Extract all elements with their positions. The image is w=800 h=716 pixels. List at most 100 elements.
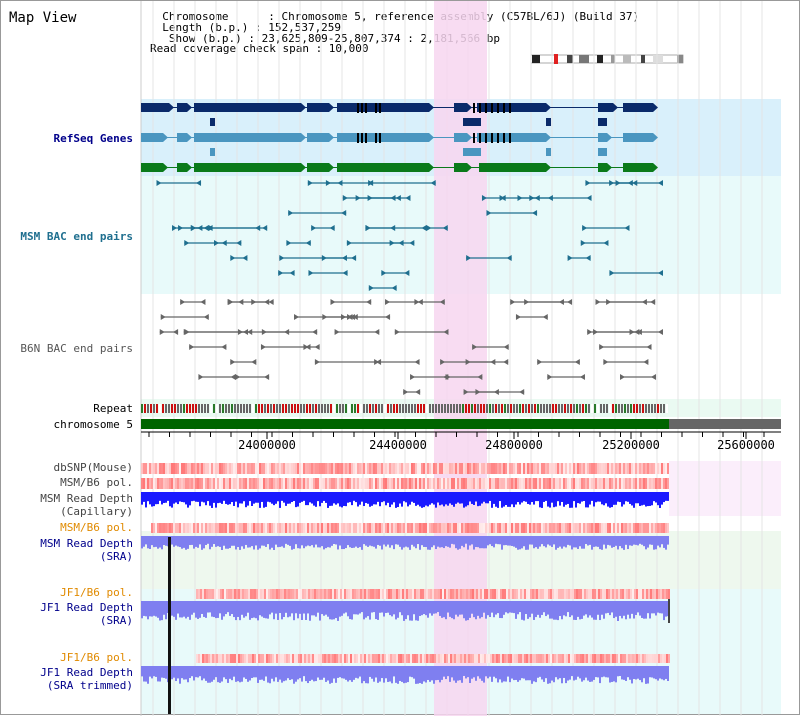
heat-cell [308, 654, 310, 663]
heat-cell [363, 523, 365, 533]
depth-bar [427, 492, 429, 507]
depth-bar [369, 536, 371, 546]
depth-bar [179, 601, 181, 618]
track-label[interactable]: RefSeq Genes [53, 132, 133, 145]
depth-bar [501, 536, 503, 550]
depth-bar [281, 536, 283, 547]
depth-bar [495, 666, 497, 679]
heat-cell [246, 654, 248, 663]
heat-cell [520, 654, 522, 663]
depth-bar [363, 492, 365, 507]
depth-bar [219, 536, 221, 547]
gene-strand-arrow [653, 103, 658, 112]
depth-bar [223, 601, 225, 617]
heat-cell [606, 589, 608, 599]
depth-bar [379, 601, 381, 613]
depth-bar [647, 666, 649, 684]
heat-cell [564, 589, 566, 599]
b6n-bac-pair-end [636, 329, 642, 335]
heat-cell [415, 523, 417, 533]
depth-bar [323, 536, 325, 550]
heat-cell [260, 589, 262, 599]
depth-bar [279, 536, 281, 547]
depth-bar [597, 536, 599, 547]
heat-cell [216, 589, 218, 599]
repeat-element [372, 404, 374, 413]
heat-cell [350, 589, 352, 599]
track-label[interactable]: Repeat [93, 402, 133, 415]
heat-cell [596, 654, 598, 663]
depth-bar [207, 492, 209, 502]
track-label[interactable]: JF1 Read Depth (SRA trimmed) [40, 666, 133, 692]
b6n-bac-pair-end [619, 374, 625, 380]
heat-cell [666, 654, 668, 663]
track-label[interactable]: JF1 Read Depth (SRA) [40, 601, 133, 627]
heat-cell [597, 523, 599, 533]
track-label[interactable]: JF1/B6 pol. [60, 651, 133, 664]
depth-bar [223, 666, 225, 678]
msm-bac-pair-end [609, 180, 615, 186]
depth-bar [153, 666, 155, 677]
heat-cell [395, 478, 397, 489]
repeat-element [360, 404, 362, 413]
depth-bar [627, 536, 629, 550]
track-label[interactable]: dbSNP(Mouse) [53, 461, 133, 474]
heat-cell [251, 463, 253, 474]
track-label[interactable]: JF1/B6 pol. [60, 586, 133, 599]
depth-bar [487, 601, 489, 616]
heat-cell [561, 478, 563, 489]
repeat-element [186, 404, 188, 413]
track-label[interactable]: MSM/B6 pol. [60, 521, 133, 534]
heat-cell [193, 478, 195, 489]
depth-bar [145, 666, 147, 682]
heat-cell [251, 478, 253, 489]
heat-cell [513, 463, 515, 474]
heat-cell [649, 523, 651, 533]
heat-cell [448, 589, 450, 599]
heat-cell [573, 523, 575, 533]
heat-cell [464, 654, 466, 663]
heat-cell [585, 523, 587, 533]
heat-cell [155, 523, 157, 533]
heat-cell [557, 523, 559, 533]
track-label[interactable]: MSM BAC end pairs [20, 230, 133, 243]
depth-bar [623, 536, 625, 550]
repeat-element [258, 404, 260, 413]
heat-cell [445, 463, 447, 474]
depth-bar [281, 601, 283, 620]
depth-bar [239, 601, 241, 621]
heat-cell [451, 523, 453, 533]
repeat-element [345, 404, 347, 413]
heat-cell [419, 463, 421, 474]
track-label[interactable]: MSM Read Depth (SRA) [40, 537, 133, 563]
depth-bar [367, 492, 369, 504]
heat-cell [645, 463, 647, 474]
heat-cell [646, 589, 648, 599]
depth-bar [179, 536, 181, 548]
track-label[interactable]: B6N BAC end pairs [20, 342, 133, 355]
heat-cell [591, 523, 593, 533]
depth-bar [539, 536, 541, 547]
depth-bar [267, 666, 269, 683]
heat-cell [484, 589, 486, 599]
heat-cell [567, 463, 569, 474]
depth-bar [147, 536, 149, 549]
heat-cell [333, 523, 335, 533]
depth-bar [373, 666, 375, 682]
heat-cell [634, 589, 636, 599]
heat-cell [566, 654, 568, 663]
chromosome-ideogram[interactable] [530, 54, 684, 64]
track-label[interactable]: MSM Read Depth (Capillary) [40, 492, 133, 518]
track-label[interactable]: MSM/B6 pol. [60, 476, 133, 489]
repeat-element [411, 404, 413, 413]
depth-bar [163, 601, 165, 615]
depth-bar [667, 492, 669, 501]
repeat-element [351, 404, 353, 413]
heat-cell [153, 478, 155, 489]
depth-bar [413, 666, 415, 679]
heat-cell [231, 463, 233, 474]
depth-bar [641, 492, 643, 506]
track-label[interactable]: chromosome 5 [53, 418, 133, 431]
depth-bar [375, 492, 377, 505]
